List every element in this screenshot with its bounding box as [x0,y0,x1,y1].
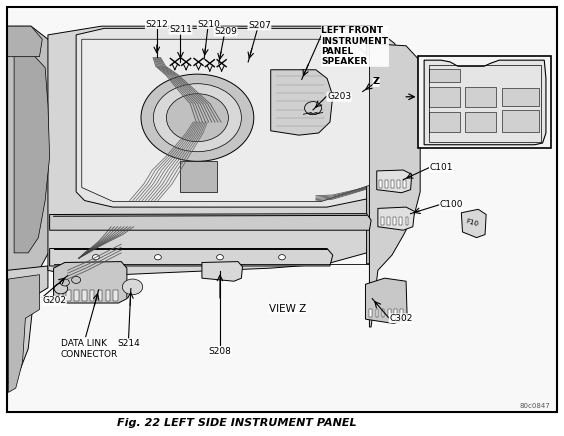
Polygon shape [14,52,50,253]
Circle shape [122,279,143,295]
Text: Z: Z [373,78,380,86]
Text: LEFT FRONT
INSTRUMENT
PANEL
SPEAKER: LEFT FRONT INSTRUMENT PANEL SPEAKER [321,26,389,66]
Bar [369,309,372,317]
Bar [382,309,385,317]
Bar [74,290,79,301]
Bar [400,309,403,317]
Polygon shape [76,28,375,207]
Text: G202: G202 [42,296,67,305]
Circle shape [166,94,228,142]
Circle shape [305,102,321,115]
Polygon shape [180,161,217,192]
Bar [406,217,408,225]
Text: S209: S209 [214,27,237,36]
Bar [418,56,551,148]
Polygon shape [50,214,371,230]
Text: S211: S211 [169,25,192,34]
Bar [429,87,460,107]
Circle shape [153,84,241,152]
Polygon shape [54,262,127,303]
Bar [397,180,400,188]
Polygon shape [202,262,243,281]
Bar [465,112,496,132]
Polygon shape [7,26,42,57]
Bar [376,309,378,317]
Polygon shape [424,60,546,145]
Polygon shape [377,170,412,193]
Circle shape [141,74,254,161]
Text: C100: C100 [440,201,464,209]
Bar [394,309,396,317]
Bar [393,217,396,225]
Text: DATA LINK
CONNECTOR: DATA LINK CONNECTOR [61,339,118,358]
Bar [399,217,402,225]
Circle shape [217,255,223,260]
Circle shape [72,276,81,283]
Bar [387,309,390,317]
Text: Z: Z [373,78,379,86]
Bar [59,290,63,301]
Bar [429,112,460,132]
Polygon shape [367,44,402,264]
Polygon shape [378,207,415,230]
Circle shape [155,255,161,260]
Polygon shape [82,39,369,201]
Circle shape [92,255,99,260]
Polygon shape [7,266,48,410]
Bar [82,290,87,301]
Bar [502,110,539,132]
Text: S210: S210 [197,20,220,29]
Circle shape [54,283,68,294]
Bar [465,87,496,107]
Text: F10: F10 [465,218,480,227]
Text: Fig. 22 LEFT SIDE INSTRUMENT PANEL: Fig. 22 LEFT SIDE INSTRUMENT PANEL [117,418,356,428]
Text: S208: S208 [209,347,231,356]
Polygon shape [50,249,333,266]
Polygon shape [369,44,420,327]
Circle shape [279,255,285,260]
Text: C101: C101 [430,164,453,172]
Text: S207: S207 [248,21,271,30]
Polygon shape [7,26,61,279]
Polygon shape [48,26,400,276]
Text: C302: C302 [389,314,412,323]
Text: G203: G203 [327,92,351,101]
Polygon shape [8,275,39,392]
Circle shape [60,279,69,286]
Bar [379,180,382,188]
Bar [67,290,71,301]
Bar [98,290,102,301]
Polygon shape [461,209,486,238]
Polygon shape [365,278,407,324]
Bar [105,290,110,301]
Text: S214: S214 [117,339,140,348]
Text: VIEW Z: VIEW Z [269,304,306,313]
Polygon shape [271,70,333,135]
Text: 80c0847: 80c0847 [519,403,550,409]
Bar [403,180,406,188]
Bar [113,290,118,301]
Bar [381,217,384,225]
Bar [502,88,539,106]
Bar [387,217,390,225]
Bar [391,180,394,188]
Bar [429,69,460,82]
Text: S212: S212 [146,20,168,29]
Bar [90,290,94,301]
Bar [385,180,388,188]
